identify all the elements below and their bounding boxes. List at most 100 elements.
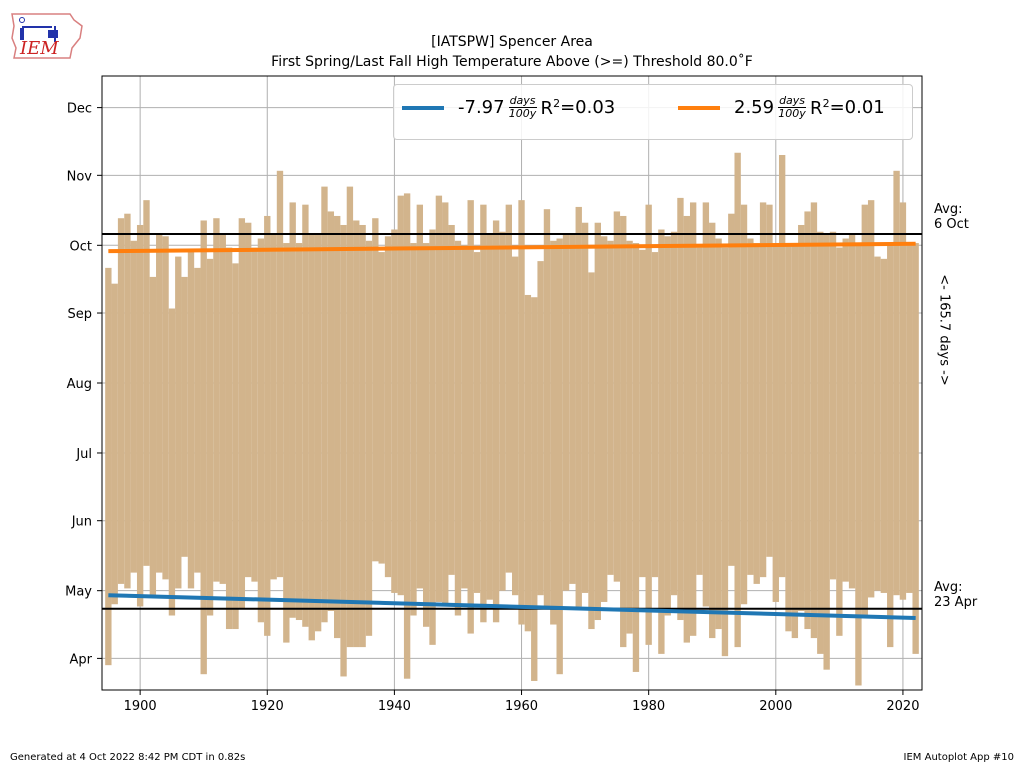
y-tick-label: Sep: [67, 307, 92, 322]
y-tick-label: Dec: [67, 102, 92, 117]
season-bar: [156, 234, 163, 573]
season-bar: [791, 243, 799, 639]
season-bar: [372, 218, 379, 562]
season-bar: [607, 240, 614, 575]
season-bar: [778, 155, 786, 578]
season-bar: [594, 222, 601, 621]
season-bar: [874, 256, 881, 591]
season-bar: [823, 234, 830, 670]
chart-title: [IATSPW] Spencer Area: [431, 34, 593, 50]
season-bar: [486, 234, 493, 600]
season-bar: [467, 200, 474, 634]
season-bar: [505, 204, 512, 573]
season-bar: [893, 170, 900, 596]
season-bar: [359, 224, 366, 648]
season-bar: [206, 258, 214, 616]
season-bar: [842, 238, 849, 582]
season-bar: [613, 211, 621, 582]
season-bar: [105, 267, 112, 666]
season-bar: [550, 240, 557, 625]
season-bar: [130, 240, 137, 573]
y-tick-label: Nov: [67, 169, 93, 184]
x-tick-label: 1920: [251, 699, 284, 714]
season-bar: [683, 215, 690, 643]
y-tick-label: May: [65, 585, 92, 600]
season-bar: [709, 222, 716, 639]
season-bar: [588, 272, 595, 630]
season-length-label: <- 165.7 days ->: [936, 274, 952, 386]
season-bar: [442, 202, 449, 607]
season-bar: [906, 243, 913, 593]
season-bar: [181, 276, 188, 557]
season-bar: [245, 222, 252, 578]
season-bar: [810, 202, 818, 639]
footer-app: IEM Autoplot App #10: [903, 752, 1014, 763]
season-bar: [429, 229, 436, 645]
season-bar: [753, 243, 760, 584]
legend-fall-unit: days 100y: [778, 94, 807, 120]
season-bar: [887, 245, 894, 648]
season-bar: [225, 247, 233, 630]
season-bar: [302, 204, 309, 627]
season-bar: [448, 224, 455, 575]
season-bar: [499, 231, 506, 591]
season-bar: [492, 220, 500, 623]
season-bar: [626, 240, 633, 634]
legend-fall-r2: =0.01: [829, 97, 885, 118]
season-bar: [512, 256, 519, 596]
season-bar: [340, 224, 347, 677]
season-bar: [384, 236, 392, 578]
season-bar: [575, 206, 582, 607]
season-bar: [804, 211, 811, 630]
season-bar: [817, 231, 824, 654]
iem-logo: IEM: [8, 8, 86, 63]
season-bar: [334, 215, 341, 639]
season-bar: [397, 195, 404, 596]
legend-spring-value: -7.97: [458, 97, 505, 118]
x-tick-label: 1940: [378, 699, 411, 714]
season-bar: [715, 238, 722, 630]
season-bar: [772, 245, 779, 602]
season-bar: [524, 294, 532, 632]
season-bar: [321, 186, 328, 623]
legend-fall-line: [678, 105, 720, 110]
season-bar: [187, 249, 195, 589]
season-bar: [200, 220, 207, 675]
y-tick-label: Aug: [67, 377, 92, 392]
season-bar: [531, 297, 538, 681]
season-bar: [728, 213, 735, 566]
season-bar: [251, 247, 258, 582]
season-bar: [689, 202, 697, 636]
season-bar: [194, 267, 201, 573]
chart-subtitle: First Spring/Last Fall High Temperature …: [271, 54, 753, 70]
season-bar: [232, 263, 239, 630]
footer-generated: Generated at 4 Oct 2022 8:42 PM CDT in 0…: [10, 752, 246, 763]
season-bar: [899, 202, 907, 600]
season-bar: [175, 256, 182, 589]
season-bar: [314, 234, 322, 632]
season-bar: [696, 247, 703, 575]
x-tick-label: 1980: [632, 699, 665, 714]
season-bar: [855, 243, 862, 686]
y-tick-label: Apr: [70, 652, 93, 667]
season-bar: [721, 247, 729, 657]
x-tick-label: 2000: [759, 699, 792, 714]
y-tick-label: Jun: [71, 515, 92, 530]
x-tick-label: 2020: [886, 699, 919, 714]
season-bar: [562, 234, 570, 591]
x-tick-label: 1900: [124, 699, 157, 714]
season-bar: [365, 240, 373, 636]
season-bar: [480, 204, 487, 623]
season-bar: [664, 236, 671, 616]
season-bar: [435, 195, 443, 602]
season-bar: [295, 243, 303, 621]
season-bar: [117, 218, 125, 584]
season-bar: [848, 234, 856, 589]
season-bar: [759, 202, 767, 578]
season-bar: [308, 234, 315, 641]
season-bar: [581, 222, 589, 593]
season-bar: [702, 202, 710, 607]
season-bar: [213, 218, 220, 582]
legend-spring-r2: =0.03: [560, 97, 616, 118]
